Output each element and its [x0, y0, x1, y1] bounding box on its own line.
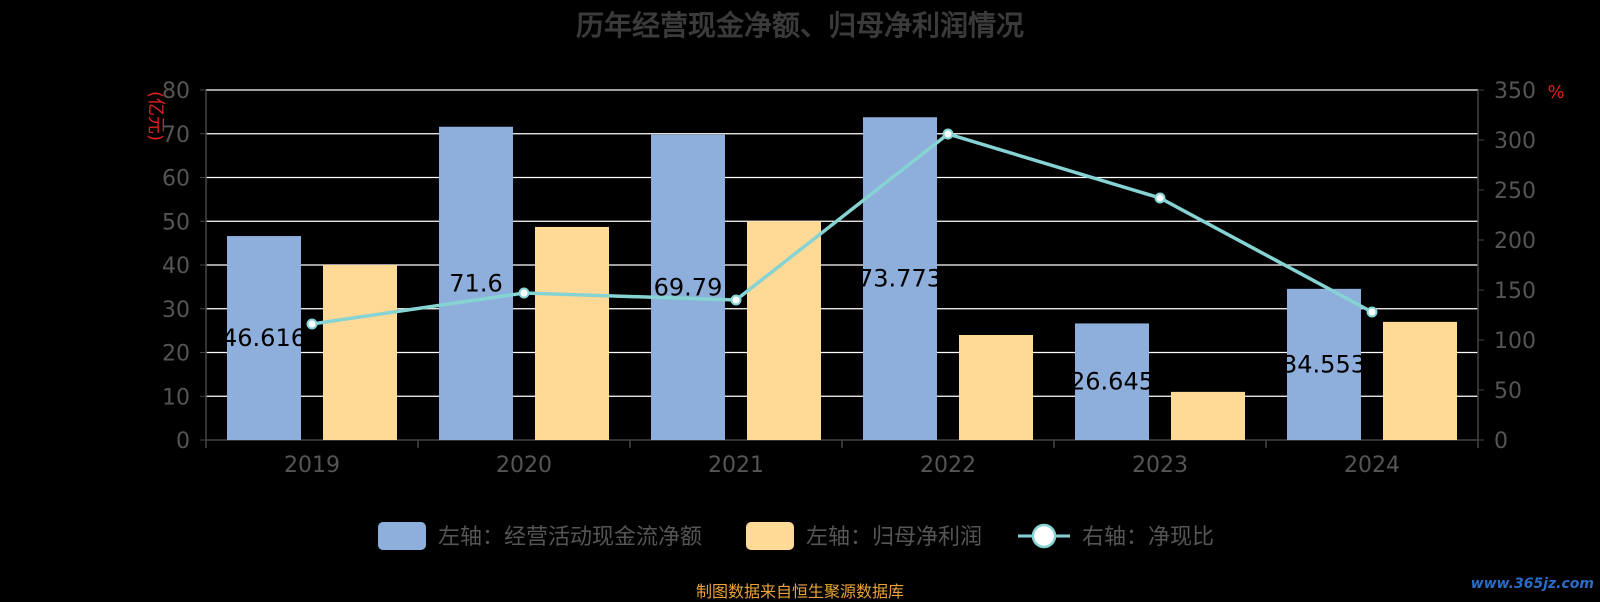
line-point-net-cash-ratio [306, 318, 318, 330]
bar-operating-cashflow [651, 134, 725, 440]
bar-operating-cashflow [1287, 288, 1361, 440]
y-right-tick-label: 50 [1494, 379, 1522, 404]
data-label-operating-cashflow: 34.553 [1282, 350, 1366, 378]
y-left-tick-label: 70 [162, 123, 190, 148]
bar-operating-cashflow [1075, 323, 1149, 440]
y-right-tick-label: 250 [1494, 179, 1536, 204]
line-point-net-cash-ratio [1154, 192, 1166, 204]
line-net-cash-ratio [311, 132, 1373, 326]
data-source-footer: 制图数据来自恒生聚源数据库 [695, 582, 904, 601]
bar-net-profit [535, 226, 609, 440]
legend-label-net-profit: 左轴：归母净利润 [806, 525, 982, 550]
bar-net-profit [323, 265, 397, 440]
line-point-net-cash-ratio [942, 128, 954, 140]
y-right-tick-label: 0 [1494, 429, 1508, 454]
bar-net-profit [747, 221, 821, 440]
bar-net-profit [959, 335, 1033, 440]
legend-label-net-cash-ratio: 右轴：净现比 [1082, 525, 1214, 550]
y-left-tick-label: 80 [162, 79, 190, 104]
y-right-axis-label: % [1547, 82, 1564, 103]
y-left-tick-label: 0 [176, 429, 190, 454]
data-label-operating-cashflow: 73.773 [858, 265, 942, 293]
y-left-tick-label: 10 [162, 385, 190, 410]
y-left-axis-label: (亿元) [145, 91, 166, 141]
data-label-operating-cashflow: 69.79 [654, 273, 723, 301]
x-tick-label: 2023 [1132, 453, 1188, 478]
legend-swatch-net-profit [746, 522, 794, 550]
bar-net-profit [1383, 321, 1457, 440]
x-tick-label: 2021 [708, 453, 764, 478]
x-tick-label: 2024 [1344, 453, 1400, 478]
y-right-tick-label: 300 [1494, 129, 1536, 154]
line-point-net-cash-ratio [730, 294, 742, 306]
data-label-operating-cashflow: 46.616 [222, 324, 306, 352]
y-right-tick-label: 150 [1494, 279, 1536, 304]
y-right-tick-label: 200 [1494, 229, 1536, 254]
bar-net-profit [1171, 391, 1245, 440]
x-tick-label: 2019 [284, 453, 340, 478]
y-left-tick-label: 50 [162, 210, 190, 235]
legend-swatch-operating-cashflow [378, 522, 426, 550]
data-label-operating-cashflow: 26.645 [1070, 368, 1154, 396]
x-tick-label: 2022 [920, 453, 976, 478]
y-left-tick-label: 30 [162, 298, 190, 323]
chart-title: 历年经营现金净额、归母净利润情况 [575, 9, 1024, 42]
y-right-tick-label: 350 [1494, 79, 1536, 104]
legend-label-operating-cashflow: 左轴：经营活动现金流净额 [438, 525, 702, 550]
y-left-tick-label: 40 [162, 254, 190, 279]
data-label-operating-cashflow: 71.6 [449, 269, 502, 297]
y-left-tick-label: 20 [162, 342, 190, 367]
y-left-tick-label: 60 [162, 167, 190, 192]
x-tick-label: 2020 [496, 453, 552, 478]
legend-swatch-point-net-cash-ratio [1031, 523, 1057, 549]
watermark: www.365jz.com [1470, 576, 1594, 592]
line-point-net-cash-ratio [1366, 306, 1378, 318]
bar-operating-cashflow [439, 126, 513, 440]
bar-operating-cashflow [227, 236, 301, 440]
y-right-tick-label: 100 [1494, 329, 1536, 354]
line-point-net-cash-ratio [518, 287, 530, 299]
